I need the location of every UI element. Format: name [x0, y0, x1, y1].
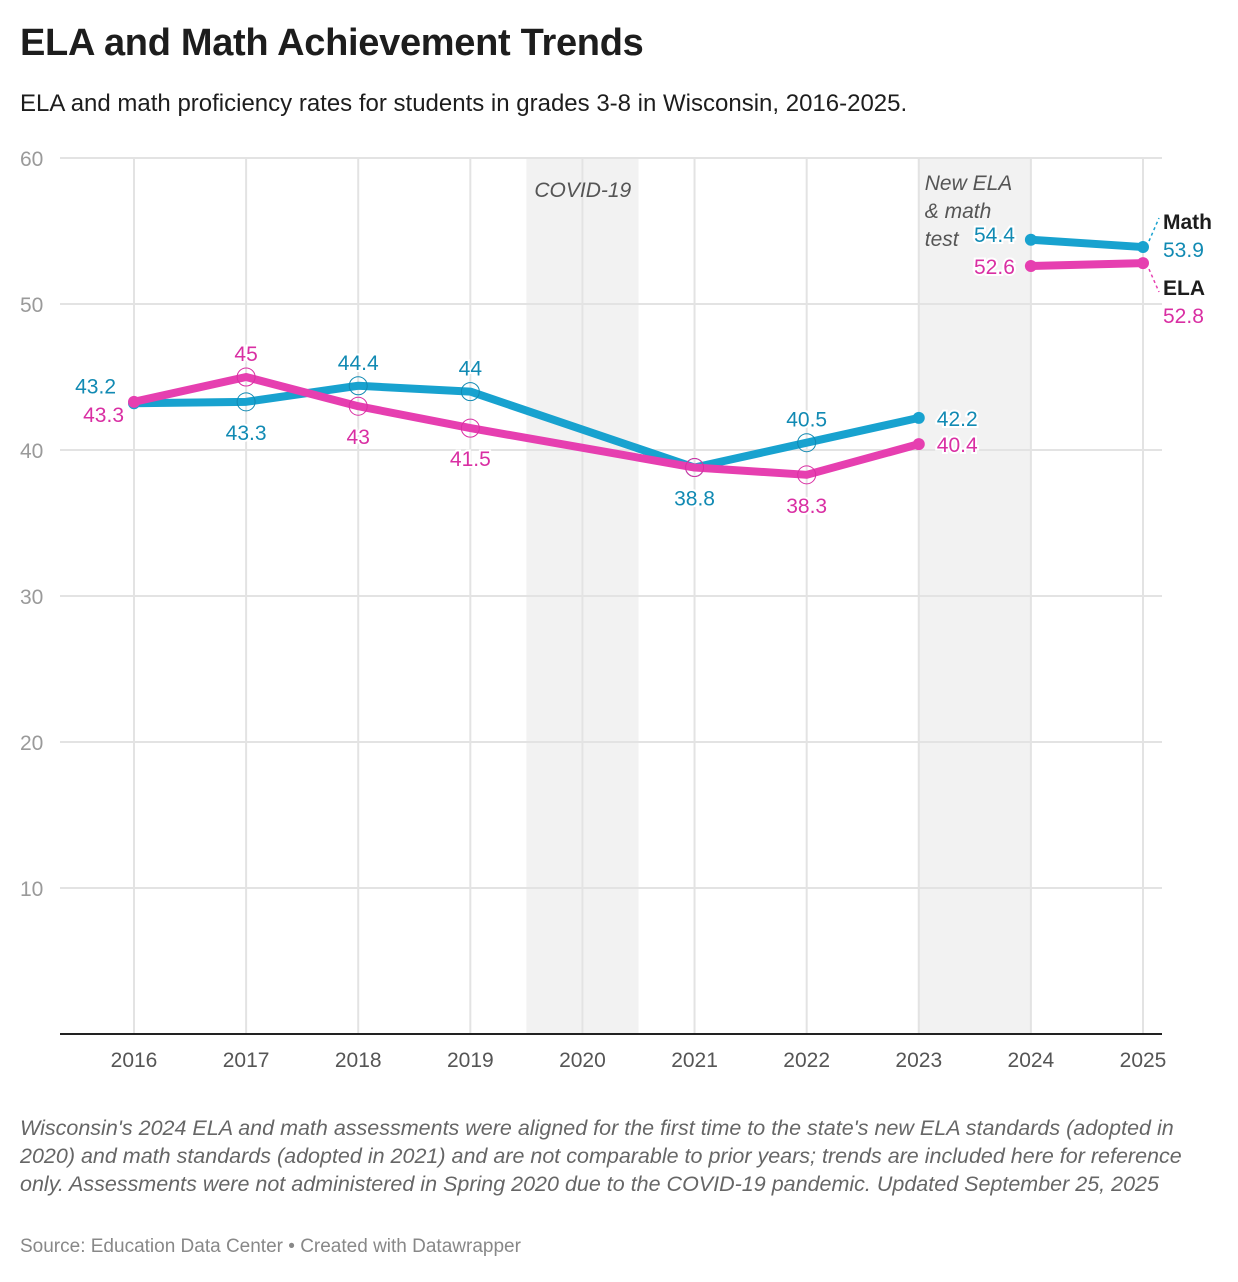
- math-point: [236, 392, 256, 412]
- x-tick-label: 2020: [559, 1049, 606, 1072]
- x-tick-label: 2017: [223, 1049, 270, 1072]
- y-tick-label: 20: [20, 732, 43, 755]
- ela-line: [130, 373, 923, 479]
- ela-point: [1137, 257, 1149, 270]
- annotation-text: COVID-19: [534, 179, 631, 202]
- ela-value-label: 40.4: [937, 434, 978, 457]
- chart-subtitle: ELA and math proficiency rates for stude…: [20, 90, 908, 117]
- ela-value-label: 41.5: [450, 448, 491, 471]
- math-value-label: 42.2: [937, 408, 978, 431]
- y-tick-label: 30: [20, 586, 43, 609]
- ela-value-label: 52.6: [974, 256, 1015, 279]
- math-value-label: 54.4: [974, 224, 1015, 247]
- ela-point: [912, 438, 925, 451]
- ela-value-label: 38.3: [786, 495, 827, 518]
- math-value-label: 44.4: [338, 352, 379, 375]
- y-tick-label: 40: [20, 440, 43, 463]
- math-value-label: 40.5: [786, 409, 827, 432]
- ela-point: [797, 465, 817, 485]
- math-line: [130, 381, 923, 472]
- y-tick-label: 10: [20, 878, 43, 901]
- chart-notes: Wisconsin's 2024 ELA and math assessment…: [20, 1116, 1182, 1196]
- chart-title: ELA and Math Achievement Trends: [20, 22, 644, 64]
- x-tick-label: 2016: [111, 1049, 158, 1072]
- annotation-text: & math: [925, 200, 992, 223]
- math-value-label: 43.3: [226, 422, 267, 445]
- x-tick-label: 2019: [447, 1049, 494, 1072]
- annotation-text: New ELA: [925, 172, 1013, 195]
- ela-point: [236, 367, 256, 387]
- math-value-label: 43.2: [75, 375, 116, 398]
- math-point: [797, 433, 817, 453]
- math-point: [1137, 241, 1149, 254]
- math-point: [1024, 233, 1037, 246]
- ela-point: [685, 458, 705, 478]
- math-end-connector: [1148, 217, 1160, 242]
- ela-point: [128, 395, 140, 408]
- ela-point: [1024, 260, 1037, 273]
- ela-series-name: ELA: [1163, 277, 1205, 300]
- x-tick-label: 2023: [895, 1049, 942, 1072]
- math-line: [1026, 235, 1147, 252]
- math-value-label: 44: [459, 358, 483, 381]
- ela-value-label: 43: [347, 426, 370, 449]
- x-tick-label: 2021: [671, 1049, 718, 1072]
- annotation-text: test: [925, 228, 960, 251]
- ela-value-label: 45: [234, 343, 257, 366]
- math-point: [348, 376, 368, 396]
- ela-end-connector: [1148, 268, 1160, 293]
- ela-line: [1026, 259, 1147, 271]
- math-point: [912, 411, 925, 424]
- chart-source: Source: Education Data Center • Created …: [20, 1236, 521, 1257]
- x-tick-label: 2018: [335, 1049, 382, 1072]
- x-tick-label: 2022: [783, 1049, 830, 1072]
- math-value-label: 53.9: [1163, 239, 1204, 262]
- ela-point: [348, 396, 368, 416]
- y-tick-label: 50: [20, 294, 43, 317]
- x-tick-label: 2025: [1120, 1049, 1167, 1072]
- math-value-label: 38.8: [674, 488, 715, 511]
- ela-point: [460, 418, 480, 438]
- ela-value-label: 43.3: [83, 404, 124, 427]
- x-tick-label: 2024: [1008, 1049, 1055, 1072]
- ela-value-label: 52.8: [1163, 305, 1204, 328]
- math-series-name: Math: [1163, 211, 1212, 234]
- math-point: [460, 382, 480, 402]
- y-tick-label: 60: [20, 148, 43, 171]
